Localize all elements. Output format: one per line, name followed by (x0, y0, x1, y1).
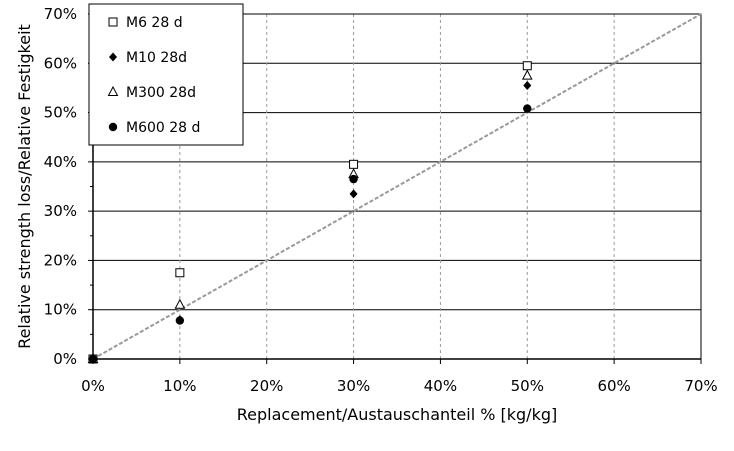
x-tick-label: 20% (250, 377, 283, 395)
data-point (349, 174, 358, 184)
data-point (349, 159, 359, 169)
legend-marker (108, 122, 118, 132)
data-point (523, 104, 532, 113)
reference-line (92, 13, 702, 360)
legend-label: M6 28 d (126, 15, 183, 31)
legend-marker (107, 85, 119, 96)
legend-label: M10 28d (126, 50, 187, 66)
legend-label: M300 28d (126, 85, 196, 101)
legend-marker (108, 17, 118, 27)
data-point (174, 298, 186, 309)
x-tick-label: 50% (511, 377, 544, 395)
y-tick-label: 10% (44, 301, 77, 319)
x-tick-label: 30% (337, 377, 370, 395)
y-axis-title: Relative strength loss/Relative Festigke… (15, 24, 34, 349)
y-tick-label: 20% (44, 251, 77, 269)
legend-marker (109, 52, 117, 62)
x-axis-title: Replacement/Austauschanteil % [kg/kg] (237, 405, 557, 424)
y-tick-label: 50% (44, 104, 77, 122)
data-point (523, 80, 532, 90)
y-tick-label: 60% (44, 54, 77, 72)
legend-box (88, 3, 244, 146)
x-tick-label: 0% (81, 377, 105, 395)
x-tick-label: 10% (163, 377, 196, 395)
y-tick-label: 70% (44, 5, 77, 23)
data-point (88, 354, 98, 364)
y-tick-label: 40% (44, 153, 77, 171)
data-point (175, 268, 185, 278)
reference-line-group (92, 13, 702, 360)
legend: M6 28 d M10 28d M300 28d M600 28 d (88, 3, 244, 146)
legend-label: M600 28 d (126, 120, 200, 136)
data-point (521, 69, 533, 80)
x-tick-label: 70% (684, 377, 717, 395)
data-point (175, 316, 185, 325)
data-point (349, 189, 358, 199)
tick-labels: 0% 10% 20% 30% 40% 50% 60% 70% 0% 10% 20% 30% 40% 50%… (44, 5, 718, 395)
x-tick-label: 60% (597, 377, 630, 395)
x-tick-label: 40% (424, 377, 457, 395)
y-tick-label: 30% (44, 202, 77, 220)
data-points (87, 61, 533, 364)
data-point (522, 61, 532, 71)
y-tick-label: 0% (53, 350, 77, 368)
